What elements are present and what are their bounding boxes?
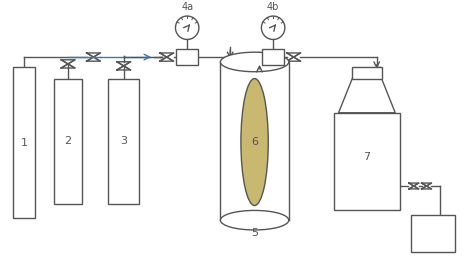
Text: 7: 7 (364, 152, 371, 162)
Text: 2: 2 (64, 136, 72, 146)
Bar (263, 49, 284, 65)
Bar (411, 215, 455, 252)
Ellipse shape (241, 78, 268, 206)
Text: 3: 3 (120, 136, 127, 146)
Text: 4b: 4b (267, 2, 279, 12)
Bar (13, 67, 35, 218)
Ellipse shape (220, 52, 289, 72)
Text: 1: 1 (20, 138, 27, 148)
Bar (352, 67, 382, 78)
Text: 6: 6 (251, 137, 258, 147)
Polygon shape (338, 78, 395, 113)
Bar (334, 113, 400, 211)
Text: 4a: 4a (181, 2, 193, 12)
Text: 5: 5 (251, 228, 258, 238)
Bar (108, 78, 139, 204)
Bar (176, 49, 198, 65)
Bar (55, 78, 82, 204)
Ellipse shape (220, 211, 289, 230)
